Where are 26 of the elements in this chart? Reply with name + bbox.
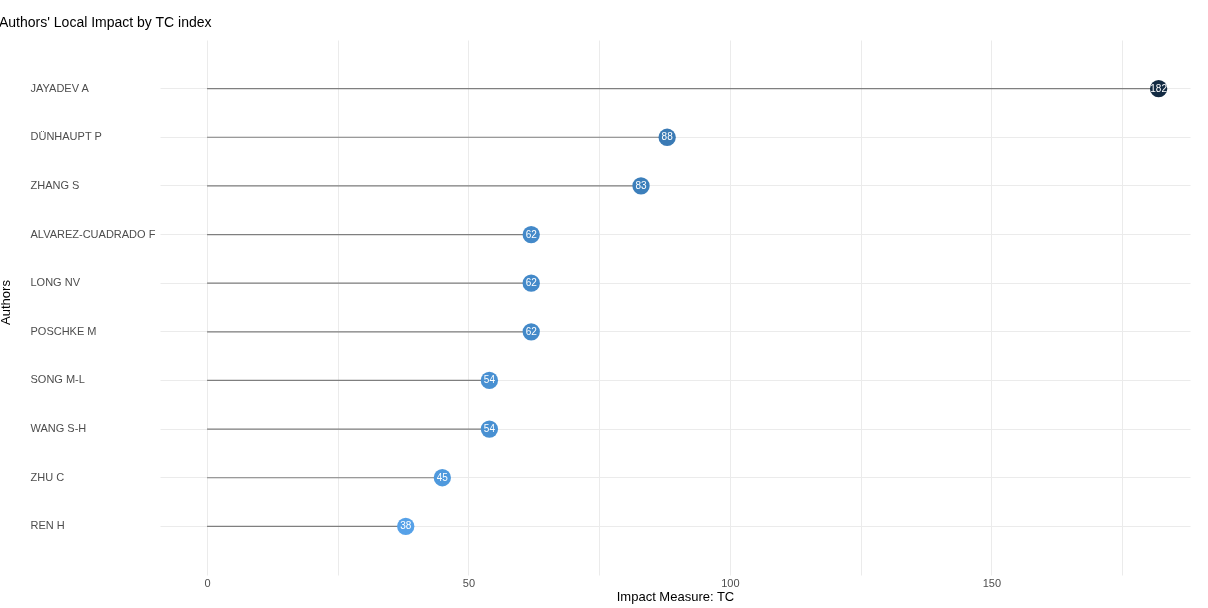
y-tick-label: SONG M-L bbox=[30, 373, 85, 386]
y-tick-label: REN H bbox=[30, 519, 65, 532]
data-label: 54 bbox=[483, 423, 496, 435]
y-axis-title: Authors bbox=[0, 279, 13, 325]
y-tick-label: ALVAREZ-CUADRADO F bbox=[30, 227, 156, 240]
y-tick-label: LONG NV bbox=[30, 276, 81, 289]
data-label: 62 bbox=[525, 325, 538, 337]
x-tick-label: 50 bbox=[462, 576, 476, 589]
data-label: 54 bbox=[483, 374, 496, 386]
y-tick-label: ZHANG S bbox=[30, 178, 80, 191]
data-label: 83 bbox=[635, 179, 648, 191]
y-tick-label: DÜNHAUPT P bbox=[30, 130, 102, 143]
y-tick-label: ZHU C bbox=[30, 470, 65, 483]
x-tick-label: 150 bbox=[982, 576, 1001, 589]
data-label: 88 bbox=[661, 131, 674, 143]
data-label: 62 bbox=[525, 277, 538, 289]
data-label: 62 bbox=[525, 228, 538, 240]
x-tick-label: 0 bbox=[204, 576, 211, 589]
x-tick-label: 100 bbox=[721, 576, 740, 589]
data-label: 38 bbox=[400, 520, 412, 532]
data-label: 45 bbox=[436, 471, 449, 483]
y-tick-label: JAYADEV A bbox=[30, 81, 90, 94]
data-label: 182 bbox=[1150, 82, 1168, 94]
x-axis-title: Impact Measure: TC bbox=[616, 588, 735, 604]
y-tick-label: WANG S-H bbox=[30, 422, 87, 435]
y-tick-label: POSCHKE M bbox=[30, 324, 97, 337]
